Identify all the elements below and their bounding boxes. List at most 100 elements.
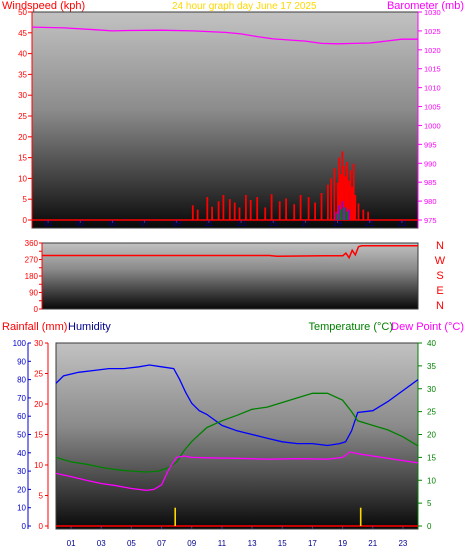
barometer-y-tick-label: 990 xyxy=(424,159,437,168)
dewpoint-line xyxy=(55,451,419,491)
temperature-y-tick-label: 25 xyxy=(427,408,436,417)
wind-x-tick-label: 05 xyxy=(108,219,117,228)
wind-y-ticks: 0 5 10 15 20 25 30 35 40 45 50 xyxy=(18,8,33,228)
humidity-x-tick-label: 11 xyxy=(218,539,227,548)
wind-x-tick-label: 21 xyxy=(365,219,374,228)
humidity-y-ticks: 0 10 20 30 40 50 60 70 80 90 100 xyxy=(13,339,31,531)
wind-bar xyxy=(349,170,352,220)
direction-line xyxy=(42,245,418,260)
barometer-y-tick-label: 1000 xyxy=(424,121,441,130)
wind-bar xyxy=(191,205,194,220)
humidity-x-tick-label: 05 xyxy=(127,539,136,548)
temperature-y-tick-label: 15 xyxy=(427,453,436,462)
rainfall-y-tick-label: 30 xyxy=(34,339,43,348)
wind-bar xyxy=(314,202,316,220)
temperature-y-tick-label: 5 xyxy=(427,499,432,508)
direction-y-tick-label: 360 xyxy=(25,239,39,248)
wind-bar xyxy=(228,199,231,220)
wind-bar xyxy=(238,207,241,220)
wind-bar xyxy=(367,211,369,220)
temperature-y-tick-label: 0 xyxy=(427,522,432,531)
wind-bar xyxy=(344,207,347,220)
rainfall-y-tick-label: 0 xyxy=(39,522,44,531)
temperature-y-tick-label: 20 xyxy=(427,431,436,440)
rainfall-bar xyxy=(359,507,362,526)
wind-x-tick-label: 19 xyxy=(333,219,342,228)
barometer-y-tick-label: 1020 xyxy=(424,46,441,55)
wind-x-tick-label: 09 xyxy=(172,219,181,228)
rainfall-y-ticks: 0 5 10 15 20 25 30 xyxy=(34,339,49,531)
barometer-y-tick-label: 1015 xyxy=(424,65,441,74)
wind-bar xyxy=(352,163,355,220)
wind-bar xyxy=(256,197,259,220)
wind-y-tick-label: 30 xyxy=(18,91,27,100)
wind-x-tick-label: 15 xyxy=(269,219,278,228)
wind-barometer-marks xyxy=(31,26,418,221)
humidity-y-tick-label: 10 xyxy=(17,504,26,513)
rainfall-axis-label: Rainfall (mm) xyxy=(2,321,67,333)
rainfall-y-tick-label: 20 xyxy=(34,400,43,409)
wind-bar xyxy=(338,157,341,220)
humidity-x-tick-label: 13 xyxy=(248,539,257,548)
wind-bar xyxy=(347,180,350,220)
direction-y-ticks: 0 90 180 270 360 xyxy=(25,239,43,314)
wind-y-tick-label: 45 xyxy=(18,29,27,38)
wind-x-tick-label: 17 xyxy=(301,219,310,228)
barometer-y-tick-label: 1030 xyxy=(424,8,441,17)
barometer-y-tick-label: 995 xyxy=(424,140,437,149)
direction-y-tick-label: 90 xyxy=(29,289,38,298)
humidity-axis-label: Humidity xyxy=(68,321,111,333)
direction-y-tick-label: 180 xyxy=(25,272,39,281)
temperature-line xyxy=(55,392,419,473)
dewpoint-axis-label: Dew Point (°C) xyxy=(391,321,464,333)
wind-y-tick-label: 50 xyxy=(18,8,27,17)
humidity-x-tick-label: 09 xyxy=(187,539,196,548)
wind-bar xyxy=(307,197,310,220)
wind-y-tick-label: 40 xyxy=(18,50,27,59)
wind-bar xyxy=(362,209,365,220)
barometer-y-ticks: 975 980 985 990 995 1000 1005 1010 1015 1020 1025 1… xyxy=(417,8,441,228)
wind-x-tick-label: 11 xyxy=(205,219,214,228)
wind-bar xyxy=(339,174,342,220)
wind-bar xyxy=(270,194,273,220)
humidity-x-tick-label: 01 xyxy=(67,539,76,548)
temperature-y-tick-label: 40 xyxy=(427,339,436,348)
direction-y-tick-label: 0 xyxy=(34,305,39,314)
wind-bar xyxy=(351,186,353,220)
humidity-x-tick-label: 21 xyxy=(368,539,377,548)
wind-bar xyxy=(320,193,323,220)
temperature-y-tick-label: 30 xyxy=(427,385,436,394)
wind-bar xyxy=(249,200,252,220)
barometer-line xyxy=(31,26,418,45)
direction-marks xyxy=(42,245,418,260)
humidity-y-tick-label: 60 xyxy=(17,412,26,421)
humidity-plot-background xyxy=(56,343,418,529)
wind-bar xyxy=(339,209,342,220)
wind-axis-label: Windspeed (kph) xyxy=(2,0,85,12)
wind-bar xyxy=(278,201,281,220)
wind-bar xyxy=(333,168,336,220)
humidity-y-tick-label: 70 xyxy=(17,394,26,403)
barometer-axis-label: Barometer (mb) xyxy=(387,0,464,12)
wind-y-tick-label: 0 xyxy=(23,216,28,225)
rainfall-y-tick-label: 5 xyxy=(39,492,44,501)
wind-bar xyxy=(346,161,349,220)
humidity-y-tick-label: 100 xyxy=(13,339,27,348)
humidity-y-tick-label: 30 xyxy=(17,467,26,476)
wind-y-tick-label: 35 xyxy=(18,70,27,79)
rainfall-y-tick-label: 15 xyxy=(34,431,43,440)
barometer-y-tick-label: 1005 xyxy=(424,103,441,112)
wind-bar xyxy=(341,201,344,220)
humidity-y-tick-label: 0 xyxy=(22,522,27,531)
compass-label: W xyxy=(435,255,446,267)
wind-bar xyxy=(299,195,302,220)
wind-bar xyxy=(233,202,236,220)
wind-bar xyxy=(245,195,247,220)
humidity-temperature-marks xyxy=(55,364,419,527)
temperature-y-ticks: 0 5 10 15 20 25 30 35 40 xyxy=(417,339,436,531)
wind-bar xyxy=(338,205,341,220)
wind-barometer-chart: Windspeed (kph) 24 hour graph day June 1… xyxy=(2,0,464,229)
